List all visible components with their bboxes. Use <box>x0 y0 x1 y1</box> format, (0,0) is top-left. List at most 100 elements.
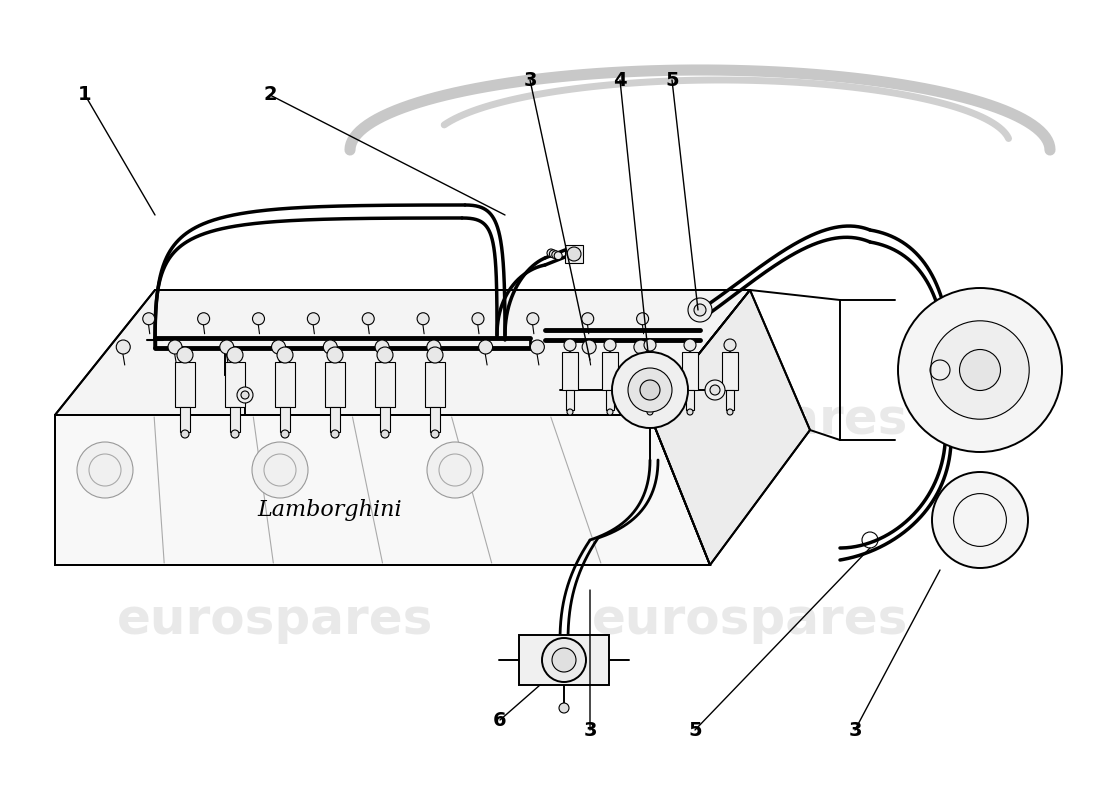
Circle shape <box>688 298 712 322</box>
Bar <box>562 352 578 390</box>
Circle shape <box>542 638 586 682</box>
Circle shape <box>640 380 660 400</box>
Circle shape <box>688 409 693 415</box>
Circle shape <box>252 442 308 498</box>
Bar <box>175 362 195 407</box>
Bar <box>602 352 618 390</box>
Text: 5: 5 <box>689 721 702 739</box>
Text: eurospares: eurospares <box>592 596 909 644</box>
Circle shape <box>684 339 696 351</box>
Bar <box>379 407 390 432</box>
Bar <box>275 362 295 407</box>
Circle shape <box>637 313 649 325</box>
Bar <box>324 362 345 407</box>
Circle shape <box>604 339 616 351</box>
Bar <box>425 362 446 407</box>
Circle shape <box>77 442 133 498</box>
Bar <box>226 362 245 407</box>
Text: eurospares: eurospares <box>117 596 433 644</box>
Circle shape <box>117 340 130 354</box>
Circle shape <box>724 339 736 351</box>
Circle shape <box>478 340 493 354</box>
Circle shape <box>272 340 286 354</box>
Circle shape <box>198 313 210 325</box>
Circle shape <box>628 368 672 412</box>
Bar <box>330 407 340 432</box>
Polygon shape <box>55 290 750 415</box>
Circle shape <box>552 250 560 258</box>
Text: 3: 3 <box>524 70 537 90</box>
Circle shape <box>647 409 653 415</box>
Polygon shape <box>650 290 810 565</box>
Circle shape <box>898 288 1062 452</box>
Bar <box>430 407 440 432</box>
Polygon shape <box>519 635 609 685</box>
Circle shape <box>566 247 581 261</box>
Circle shape <box>168 340 182 354</box>
Bar <box>565 245 583 263</box>
Circle shape <box>959 350 1001 390</box>
Bar <box>642 352 658 390</box>
Circle shape <box>559 703 569 713</box>
Circle shape <box>582 340 596 354</box>
Circle shape <box>607 409 613 415</box>
Bar <box>180 407 190 432</box>
Circle shape <box>362 313 374 325</box>
Text: 1: 1 <box>78 86 91 105</box>
Circle shape <box>236 387 253 403</box>
Circle shape <box>241 391 249 399</box>
Bar <box>722 352 738 390</box>
Text: 2: 2 <box>263 86 277 105</box>
Circle shape <box>932 472 1028 568</box>
Circle shape <box>552 648 576 672</box>
Circle shape <box>427 442 483 498</box>
Circle shape <box>323 340 338 354</box>
Circle shape <box>381 430 389 438</box>
Circle shape <box>727 409 733 415</box>
Circle shape <box>566 409 573 415</box>
Circle shape <box>277 347 293 363</box>
Bar <box>375 362 395 407</box>
Bar <box>566 390 574 410</box>
Circle shape <box>220 340 234 354</box>
Circle shape <box>231 430 239 438</box>
Polygon shape <box>55 415 710 565</box>
Circle shape <box>375 340 389 354</box>
Bar <box>606 390 614 410</box>
Circle shape <box>472 313 484 325</box>
Circle shape <box>554 252 562 260</box>
Circle shape <box>710 385 720 395</box>
Circle shape <box>564 339 576 351</box>
Circle shape <box>527 313 539 325</box>
Circle shape <box>177 347 192 363</box>
Bar <box>682 352 698 390</box>
Circle shape <box>547 249 556 257</box>
Text: 4: 4 <box>613 70 627 90</box>
Bar <box>230 407 240 432</box>
Circle shape <box>417 313 429 325</box>
Circle shape <box>227 347 243 363</box>
Circle shape <box>705 380 725 400</box>
Circle shape <box>327 347 343 363</box>
Circle shape <box>427 340 441 354</box>
Circle shape <box>530 340 544 354</box>
Circle shape <box>644 339 656 351</box>
Circle shape <box>143 313 155 325</box>
Bar <box>280 407 290 432</box>
Text: 5: 5 <box>666 70 679 90</box>
Text: eurospares: eurospares <box>117 396 433 444</box>
Circle shape <box>377 347 393 363</box>
Circle shape <box>307 313 319 325</box>
Bar <box>686 390 694 410</box>
Circle shape <box>634 340 648 354</box>
Circle shape <box>331 430 339 438</box>
Text: 6: 6 <box>493 710 507 730</box>
Circle shape <box>694 304 706 316</box>
Circle shape <box>253 313 264 325</box>
Text: 3: 3 <box>583 721 596 739</box>
Bar <box>726 390 734 410</box>
Text: Lamborghini: Lamborghini <box>257 499 403 521</box>
Circle shape <box>431 430 439 438</box>
Circle shape <box>182 430 189 438</box>
Circle shape <box>280 430 289 438</box>
